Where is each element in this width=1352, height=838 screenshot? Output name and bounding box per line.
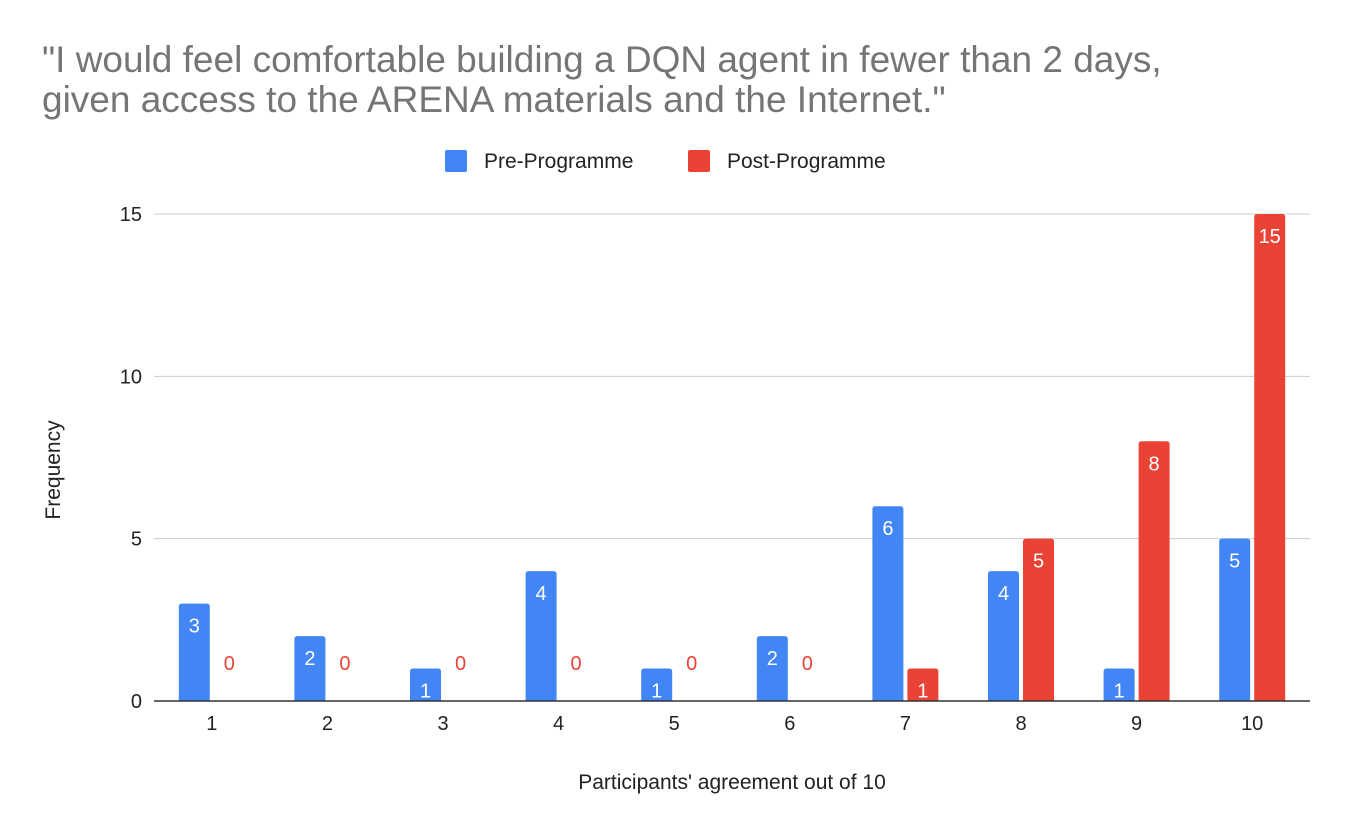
data-label-pre-programme-5: 1 [651, 681, 662, 703]
x-tick-label: 7 [900, 713, 911, 735]
chart-title: "I would feel comfortable building a DQN… [42, 40, 1322, 120]
y-axis-ticks: 0 5 10 15 [120, 204, 142, 713]
legend-swatch-pre-programme [445, 150, 467, 172]
legend-label-post-programme: Post-Programme [727, 150, 886, 173]
data-label-post-programme-4: 0 [571, 653, 582, 675]
x-tick-label: 5 [669, 713, 680, 735]
data-label-post-programme-10: 15 [1259, 226, 1281, 248]
bars [178, 214, 1286, 701]
chart-title-line-2: given access to the ARENA materials and … [42, 79, 946, 120]
data-label-pre-programme-4: 4 [536, 583, 547, 605]
legend-swatch-post-programme [688, 150, 710, 172]
x-tick-label: 3 [437, 713, 448, 735]
bar-pre-programme-9 [1103, 668, 1135, 701]
y-axis-label: Frequency [42, 420, 65, 520]
bar-pre-programme-8 [988, 571, 1019, 701]
data-label-post-programme-2: 0 [339, 653, 350, 675]
bar-pre-programme-2 [294, 636, 326, 701]
x-axis-label: Participants' agreement out of 10 [578, 771, 886, 794]
bar-data-labels: 3 0 2 0 1 0 4 0 1 0 2 0 6 1 4 5 1 8 5 15 [189, 226, 1281, 703]
bar-pre-programme-3 [410, 668, 441, 701]
data-label-post-programme-9: 8 [1149, 453, 1160, 475]
bar-pre-programme-1 [178, 603, 210, 701]
data-label-pre-programme-6: 2 [767, 648, 778, 670]
data-label-post-programme-6: 0 [802, 653, 813, 675]
data-label-pre-programme-3: 1 [420, 681, 431, 703]
data-label-pre-programme-10: 5 [1229, 551, 1240, 573]
bar-post-programme-9 [1138, 441, 1170, 701]
x-tick-label: 1 [206, 713, 217, 735]
data-label-pre-programme-2: 2 [304, 648, 315, 670]
x-tick-label: 4 [553, 713, 564, 735]
x-tick-label: 6 [784, 713, 795, 735]
data-label-pre-programme-7: 6 [882, 518, 893, 540]
y-tick-label: 5 [131, 529, 142, 551]
bar-post-programme-7 [907, 668, 939, 701]
data-label-pre-programme-8: 4 [998, 583, 1009, 605]
data-label-post-programme-3: 0 [455, 653, 466, 675]
x-tick-label: 2 [322, 713, 333, 735]
data-label-post-programme-1: 0 [224, 653, 235, 675]
gridlines [154, 213, 1310, 540]
y-tick-label: 0 [131, 691, 142, 713]
x-tick-label: 10 [1241, 713, 1263, 735]
data-label-post-programme-8: 5 [1033, 551, 1044, 573]
bar-pre-programme-7 [872, 506, 904, 701]
data-label-post-programme-7: 1 [917, 681, 928, 703]
x-axis-ticks: 1 2 3 4 5 6 7 8 9 10 [206, 713, 1263, 735]
data-label-post-programme-5: 0 [686, 653, 697, 675]
data-label-pre-programme-9: 1 [1114, 681, 1125, 703]
bar-pre-programme-5 [641, 668, 673, 701]
y-tick-label: 15 [120, 204, 142, 226]
bar-pre-programme-4 [525, 571, 557, 701]
x-tick-label: 9 [1131, 713, 1142, 735]
bar-post-programme-10 [1254, 214, 1286, 701]
chart-title-line-1: "I would feel comfortable building a DQN… [42, 39, 1162, 80]
bar-pre-programme-10 [1219, 538, 1251, 701]
bar-pre-programme-6 [756, 636, 788, 701]
legend-label-pre-programme: Pre-Programme [484, 150, 633, 173]
data-label-pre-programme-1: 3 [189, 616, 200, 638]
x-tick-label: 8 [1015, 713, 1026, 735]
legend: Pre-Programme Post-Programme [445, 150, 886, 173]
y-tick-label: 10 [120, 366, 142, 388]
bar-post-programme-8 [1023, 538, 1054, 701]
